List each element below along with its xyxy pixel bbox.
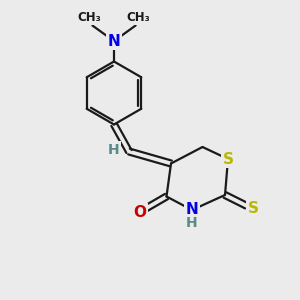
Text: O: O	[133, 205, 146, 220]
Text: N: N	[186, 202, 198, 217]
Text: CH₃: CH₃	[77, 11, 101, 24]
Text: H: H	[186, 216, 198, 230]
Text: S: S	[248, 202, 258, 217]
Text: S: S	[223, 152, 234, 166]
Text: CH₃: CH₃	[127, 11, 151, 24]
Text: N: N	[108, 34, 120, 49]
Text: H: H	[108, 143, 120, 157]
